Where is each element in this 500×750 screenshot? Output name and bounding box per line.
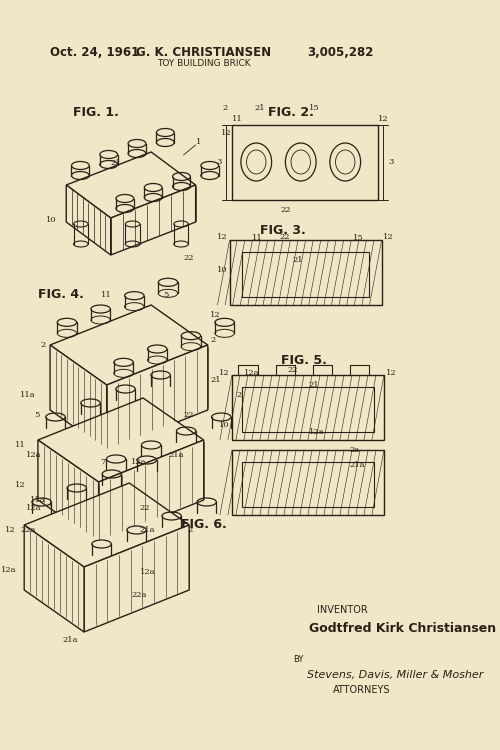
Bar <box>232 450 384 515</box>
Text: 22: 22 <box>280 206 291 214</box>
Text: 21: 21 <box>309 381 320 389</box>
Text: 3: 3 <box>388 158 394 166</box>
Text: 11: 11 <box>252 234 263 242</box>
Bar <box>242 387 374 432</box>
Polygon shape <box>66 152 196 218</box>
Text: 22: 22 <box>139 504 149 512</box>
Text: 21: 21 <box>210 376 221 384</box>
Bar <box>232 375 384 440</box>
Text: 3: 3 <box>216 158 222 166</box>
Text: 5: 5 <box>34 411 40 419</box>
Text: 12: 12 <box>6 526 16 534</box>
Text: 5: 5 <box>164 291 168 299</box>
Text: 21a: 21a <box>350 461 365 469</box>
Text: 21: 21 <box>254 104 266 112</box>
Text: 21: 21 <box>292 256 304 264</box>
Polygon shape <box>66 185 110 255</box>
Polygon shape <box>38 440 98 542</box>
Polygon shape <box>98 440 204 542</box>
Text: Oct. 24, 1961: Oct. 24, 1961 <box>50 46 140 58</box>
Text: 10: 10 <box>46 216 56 224</box>
Text: 12: 12 <box>386 369 396 377</box>
Text: 11a: 11a <box>30 496 46 504</box>
Text: 22: 22 <box>184 254 194 262</box>
Text: 21: 21 <box>110 159 121 167</box>
Polygon shape <box>24 483 189 567</box>
Text: 12: 12 <box>219 369 230 377</box>
Text: 21a: 21a <box>139 526 154 534</box>
Text: 2: 2 <box>188 526 193 534</box>
Text: 12a: 12a <box>244 369 260 377</box>
Text: FIG. 1.: FIG. 1. <box>72 106 118 118</box>
Text: FIG. 3.: FIG. 3. <box>260 224 306 236</box>
Text: 21a: 21a <box>63 636 78 644</box>
Text: 12a: 12a <box>26 504 42 512</box>
Text: INVENTOR: INVENTOR <box>317 605 368 615</box>
Text: 10: 10 <box>218 266 228 274</box>
Text: 22a: 22a <box>132 591 147 599</box>
Text: 11: 11 <box>15 441 26 449</box>
Bar <box>242 462 374 507</box>
Text: Stevens, Davis, Miller & Mosher: Stevens, Davis, Miller & Mosher <box>307 670 484 680</box>
Text: 12: 12 <box>383 233 394 241</box>
Text: 7: 7 <box>100 458 105 466</box>
Text: 2: 2 <box>222 104 228 112</box>
Text: 12: 12 <box>378 115 388 123</box>
Text: 21a: 21a <box>168 451 184 459</box>
Text: 12a: 12a <box>309 428 324 436</box>
Text: 3,005,282: 3,005,282 <box>307 46 374 58</box>
Text: 12: 12 <box>218 233 228 241</box>
Text: 12a: 12a <box>131 458 146 466</box>
Polygon shape <box>106 345 208 450</box>
Text: 2a: 2a <box>350 446 360 454</box>
Text: 22: 22 <box>184 411 194 419</box>
Text: 12a: 12a <box>0 566 16 574</box>
Text: 15: 15 <box>354 234 364 242</box>
Text: Godtfred Kirk Christiansen: Godtfred Kirk Christiansen <box>309 622 496 634</box>
Bar <box>230 240 382 305</box>
Text: 22: 22 <box>280 233 290 241</box>
Text: 11: 11 <box>232 115 243 123</box>
Text: 15: 15 <box>309 104 320 112</box>
Polygon shape <box>50 305 208 385</box>
Text: 2: 2 <box>41 341 46 349</box>
Polygon shape <box>38 398 203 482</box>
Text: FIG. 4.: FIG. 4. <box>38 289 84 302</box>
Text: 12a: 12a <box>26 451 42 459</box>
Text: 10: 10 <box>219 421 230 429</box>
Text: 11: 11 <box>102 291 112 299</box>
Polygon shape <box>110 185 196 255</box>
Text: 2: 2 <box>210 336 216 344</box>
Text: BY: BY <box>292 656 303 664</box>
Text: 22: 22 <box>288 366 298 374</box>
Bar <box>242 252 370 297</box>
Text: 12: 12 <box>210 311 221 319</box>
Text: 1: 1 <box>196 138 201 146</box>
Text: FIG. 6.: FIG. 6. <box>181 518 227 532</box>
Text: 22a: 22a <box>20 526 36 534</box>
Bar <box>232 125 378 200</box>
Text: FIG. 5.: FIG. 5. <box>280 353 326 367</box>
Polygon shape <box>50 345 106 450</box>
Text: ATTORNEYS: ATTORNEYS <box>333 685 390 695</box>
Text: 2: 2 <box>236 391 242 399</box>
Text: 11a: 11a <box>20 391 36 399</box>
Polygon shape <box>84 525 189 632</box>
Text: 12: 12 <box>15 481 26 489</box>
Polygon shape <box>24 525 84 632</box>
Text: 12: 12 <box>222 129 232 137</box>
Text: FIG. 2.: FIG. 2. <box>268 106 314 118</box>
Text: G. K. CHRISTIANSEN: G. K. CHRISTIANSEN <box>136 46 272 58</box>
Text: 12a: 12a <box>140 568 155 576</box>
Text: TOY BUILDING BRICK: TOY BUILDING BRICK <box>157 58 250 68</box>
